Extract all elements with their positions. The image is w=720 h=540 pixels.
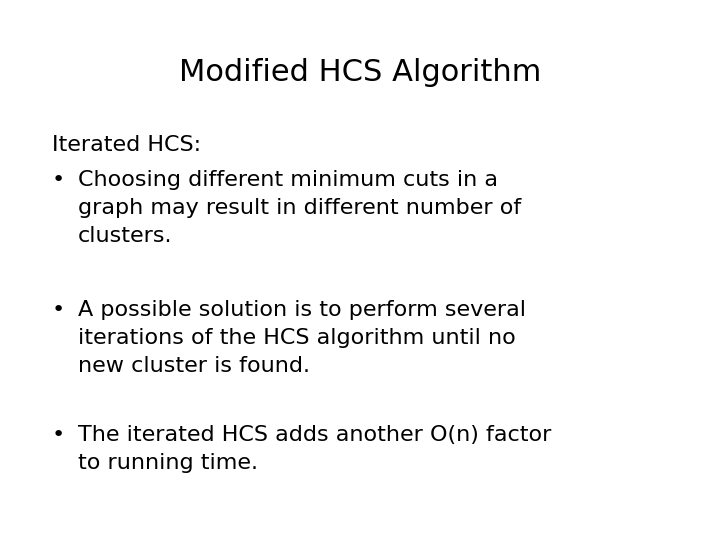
Text: The iterated HCS adds another O(n) factor: The iterated HCS adds another O(n) facto… xyxy=(78,425,552,445)
Text: new cluster is found.: new cluster is found. xyxy=(78,356,310,376)
Text: Choosing different minimum cuts in a: Choosing different minimum cuts in a xyxy=(78,170,498,190)
Text: graph may result in different number of: graph may result in different number of xyxy=(78,198,521,218)
Text: A possible solution is to perform several: A possible solution is to perform severa… xyxy=(78,300,526,320)
Text: to running time.: to running time. xyxy=(78,453,258,473)
Text: clusters.: clusters. xyxy=(78,226,173,246)
Text: Iterated HCS:: Iterated HCS: xyxy=(52,135,201,155)
Text: •: • xyxy=(52,170,66,190)
Text: •: • xyxy=(52,425,66,445)
Text: Modified HCS Algorithm: Modified HCS Algorithm xyxy=(179,58,541,87)
Text: •: • xyxy=(52,300,66,320)
Text: iterations of the HCS algorithm until no: iterations of the HCS algorithm until no xyxy=(78,328,516,348)
